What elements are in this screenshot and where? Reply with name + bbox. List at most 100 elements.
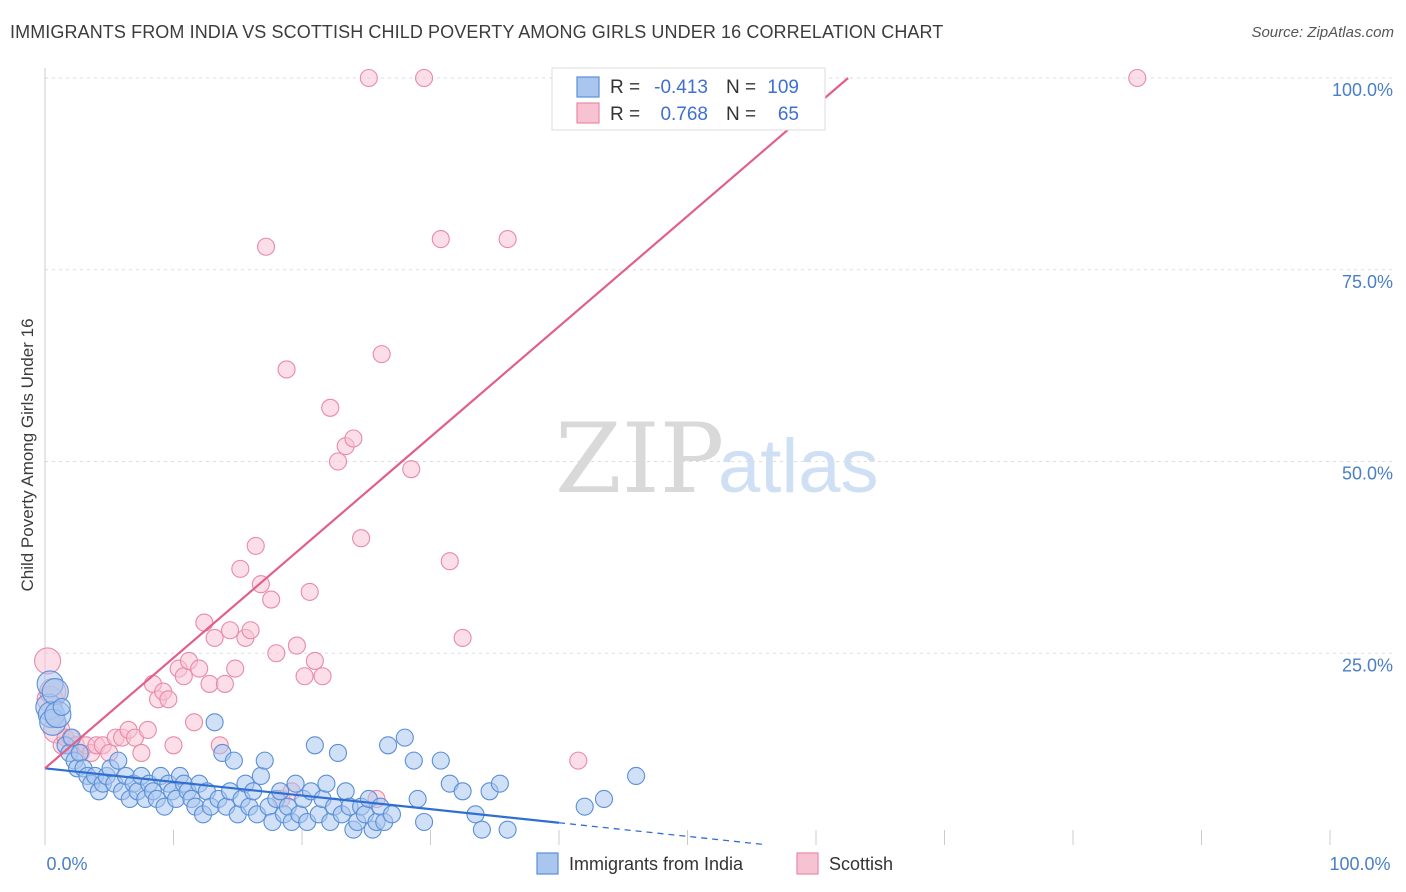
scot-point-68 xyxy=(1128,68,1147,88)
legend-r-label-india: R = xyxy=(610,77,640,98)
x-tick-label-0: 0.0% xyxy=(46,854,87,874)
india-point-98 xyxy=(431,751,450,770)
scot-point-54 xyxy=(328,452,348,471)
legend-n-value-india: 109 xyxy=(767,77,799,98)
india-point-52 xyxy=(224,751,243,770)
legend-swatch-scottish xyxy=(576,102,600,124)
india-point-64 xyxy=(271,782,290,801)
legend-n-label-scottish: N = xyxy=(726,104,756,125)
scot-point-0 xyxy=(34,647,62,675)
watermark-atlas: atlas xyxy=(718,424,879,509)
scot-point-60 xyxy=(372,345,391,364)
scot-point-24 xyxy=(164,736,183,755)
india-point-22 xyxy=(109,751,128,770)
y-tick-label-1: 50.0% xyxy=(1342,464,1393,484)
india-point-92 xyxy=(379,736,398,755)
scot-point-46 xyxy=(277,360,296,379)
india-point-68 xyxy=(286,774,305,793)
india-point-59 xyxy=(251,766,270,786)
bottom-legend-label-scottish: Scottish xyxy=(829,854,893,874)
india-point-6 xyxy=(52,697,71,716)
y-tick-label-0: 25.0% xyxy=(1342,655,1393,675)
source-label: Source: ZipAtlas.com xyxy=(1251,24,1394,41)
india-point-97 xyxy=(415,812,434,832)
scot-point-30 xyxy=(195,613,214,632)
india-point-107 xyxy=(594,789,614,809)
scot-point-48 xyxy=(287,636,306,655)
scot-point-35 xyxy=(220,621,240,640)
india-point-100 xyxy=(453,782,472,801)
india-point-60 xyxy=(255,751,274,770)
scot-point-29 xyxy=(190,659,209,678)
india-point-93 xyxy=(382,805,402,824)
legend-n-label-india: N = xyxy=(726,77,756,98)
legend-r-value-india: -0.413 xyxy=(654,77,708,98)
scot-point-31 xyxy=(200,674,219,693)
india-point-73 xyxy=(305,736,324,755)
scot-point-36 xyxy=(226,659,245,678)
scot-point-39 xyxy=(241,621,260,640)
scot-point-67 xyxy=(569,751,588,770)
legend-r-label-scottish: R = xyxy=(610,104,640,125)
watermark-zip: ZIP xyxy=(555,403,724,515)
scot-point-34 xyxy=(215,674,234,693)
scot-point-19 xyxy=(138,720,157,740)
india-point-76 xyxy=(317,774,336,793)
india-point-81 xyxy=(336,782,355,801)
india-point-79 xyxy=(328,743,348,763)
scot-point-37 xyxy=(231,559,250,578)
scot-point-50 xyxy=(300,582,319,601)
scot-point-44 xyxy=(267,644,286,663)
scot-point-28 xyxy=(185,713,204,732)
legend-swatch-india xyxy=(576,76,600,98)
scot-point-26 xyxy=(174,667,193,686)
india-point-12 xyxy=(70,743,89,763)
scottish-trend-line xyxy=(44,77,849,770)
scot-point-51 xyxy=(305,651,324,670)
series-legend: Immigrants from India Scottish xyxy=(536,852,893,875)
series-india-points xyxy=(35,670,646,839)
india-trend-line xyxy=(44,767,560,824)
scot-point-65 xyxy=(453,628,472,647)
scot-point-56 xyxy=(344,429,363,448)
india-trend-extension xyxy=(558,822,765,846)
legend-n-value-scottish: 65 xyxy=(778,104,799,125)
y-axis-label: Child Poverty Among Girls Under 16 xyxy=(18,318,37,591)
scot-point-57 xyxy=(352,529,371,548)
india-point-96 xyxy=(408,789,427,809)
scot-point-64 xyxy=(440,552,459,571)
scot-point-49 xyxy=(295,667,314,686)
watermark: ZIP atlas xyxy=(555,403,879,515)
india-point-94 xyxy=(395,728,414,747)
india-point-106 xyxy=(575,797,594,816)
india-point-9 xyxy=(62,728,82,747)
correlation-legend: R = -0.413 N = 109 R = 0.768 N = 65 xyxy=(551,67,826,131)
scot-point-18 xyxy=(132,743,151,763)
scot-point-40 xyxy=(246,536,265,555)
scot-point-52 xyxy=(313,667,332,686)
trend-lines xyxy=(44,77,849,846)
scot-point-66 xyxy=(498,230,517,249)
scot-point-62 xyxy=(415,68,434,88)
india-point-47 xyxy=(205,713,224,732)
x-tick-label-1: 100.0% xyxy=(1329,854,1390,874)
scot-point-61 xyxy=(402,460,421,479)
scot-point-43 xyxy=(262,590,281,609)
scot-point-63 xyxy=(431,230,450,249)
india-point-102 xyxy=(472,820,491,839)
y-tick-label-2: 75.0% xyxy=(1342,272,1393,292)
scot-point-58 xyxy=(359,68,378,88)
scot-point-23 xyxy=(159,690,178,709)
scot-point-53 xyxy=(321,398,340,417)
india-point-108 xyxy=(627,766,646,786)
bottom-legend-swatch-india xyxy=(536,852,559,875)
legend-r-value-scottish: 0.768 xyxy=(660,104,708,125)
india-point-104 xyxy=(490,774,509,793)
india-point-95 xyxy=(404,751,423,770)
scot-point-32 xyxy=(205,628,224,647)
scot-point-42 xyxy=(256,237,276,256)
chart-title: IMMIGRANTS FROM INDIA VS SCOTTISH CHILD … xyxy=(10,22,944,42)
india-point-105 xyxy=(498,820,517,839)
bottom-legend-swatch-scottish xyxy=(796,852,819,875)
